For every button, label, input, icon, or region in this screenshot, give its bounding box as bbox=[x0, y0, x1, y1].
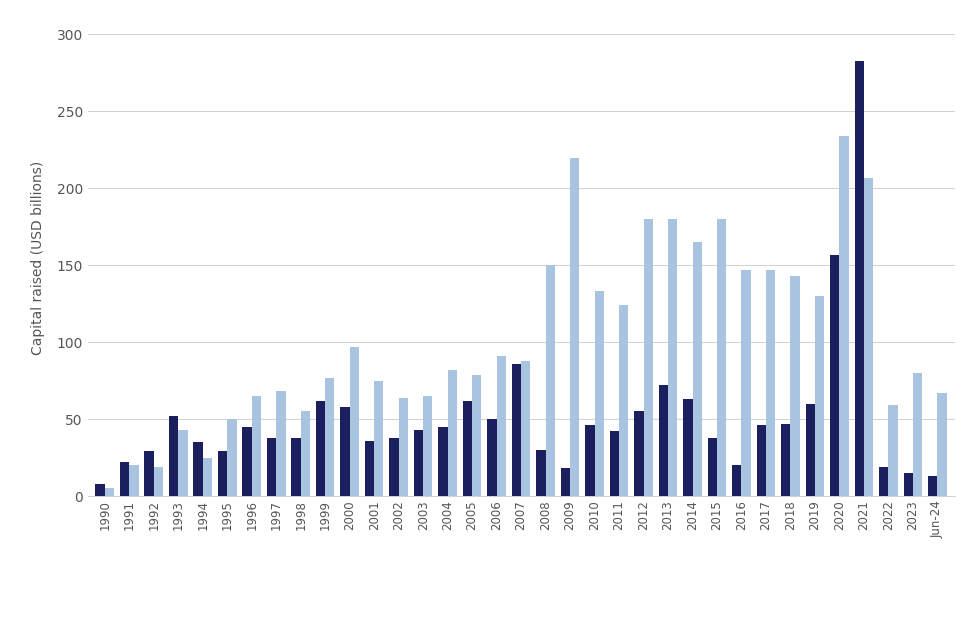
Bar bbox=[374, 381, 384, 496]
Bar bbox=[521, 361, 531, 496]
Bar bbox=[928, 476, 937, 496]
Bar bbox=[178, 430, 188, 496]
Bar bbox=[570, 158, 580, 496]
Bar bbox=[545, 265, 555, 496]
Bar bbox=[683, 399, 693, 496]
Bar bbox=[472, 375, 481, 496]
Bar bbox=[169, 416, 178, 496]
Bar bbox=[888, 405, 898, 496]
Bar bbox=[658, 385, 668, 496]
Bar bbox=[717, 219, 727, 496]
Bar bbox=[791, 276, 800, 496]
Bar bbox=[340, 407, 350, 496]
Bar bbox=[511, 364, 521, 496]
Bar bbox=[144, 452, 154, 496]
Bar bbox=[497, 356, 506, 496]
Bar bbox=[390, 438, 398, 496]
Bar bbox=[301, 411, 310, 496]
Bar bbox=[757, 425, 766, 496]
Bar bbox=[594, 291, 604, 496]
Bar bbox=[243, 427, 251, 496]
Bar bbox=[585, 425, 594, 496]
Bar bbox=[805, 404, 815, 496]
Bar bbox=[325, 378, 334, 496]
Bar bbox=[644, 219, 653, 496]
Bar bbox=[766, 270, 775, 496]
Bar bbox=[487, 419, 497, 496]
Bar bbox=[741, 270, 751, 496]
Bar bbox=[448, 370, 457, 496]
Bar bbox=[840, 136, 848, 496]
Bar bbox=[438, 427, 448, 496]
Bar bbox=[619, 305, 628, 496]
Bar bbox=[693, 242, 702, 496]
Bar bbox=[365, 441, 374, 496]
Bar bbox=[251, 396, 261, 496]
Bar bbox=[95, 484, 105, 496]
Bar bbox=[130, 466, 138, 496]
Bar bbox=[904, 473, 913, 496]
Bar bbox=[913, 373, 922, 496]
Bar bbox=[830, 254, 840, 496]
Bar bbox=[463, 401, 472, 496]
Bar bbox=[398, 398, 408, 496]
Bar bbox=[537, 450, 545, 496]
Bar bbox=[561, 468, 570, 496]
Bar bbox=[267, 438, 277, 496]
Bar bbox=[668, 219, 677, 496]
Bar bbox=[815, 296, 824, 496]
Bar bbox=[610, 431, 619, 496]
Bar bbox=[154, 467, 163, 496]
Bar bbox=[120, 462, 130, 496]
Bar bbox=[291, 438, 301, 496]
Bar bbox=[316, 401, 325, 496]
Bar bbox=[194, 442, 203, 496]
Bar bbox=[634, 411, 644, 496]
Bar bbox=[105, 488, 114, 496]
Bar bbox=[937, 393, 947, 496]
Bar bbox=[277, 391, 285, 496]
Bar bbox=[781, 424, 791, 496]
Bar bbox=[864, 177, 874, 496]
Bar bbox=[203, 458, 212, 496]
Bar bbox=[423, 396, 432, 496]
Bar bbox=[708, 438, 717, 496]
Bar bbox=[880, 467, 888, 496]
Bar bbox=[414, 430, 423, 496]
Bar bbox=[227, 419, 237, 496]
Bar bbox=[732, 466, 741, 496]
Y-axis label: Capital raised (USD billions): Capital raised (USD billions) bbox=[31, 160, 46, 355]
Bar bbox=[350, 347, 359, 496]
Bar bbox=[218, 452, 227, 496]
Bar bbox=[854, 60, 864, 496]
